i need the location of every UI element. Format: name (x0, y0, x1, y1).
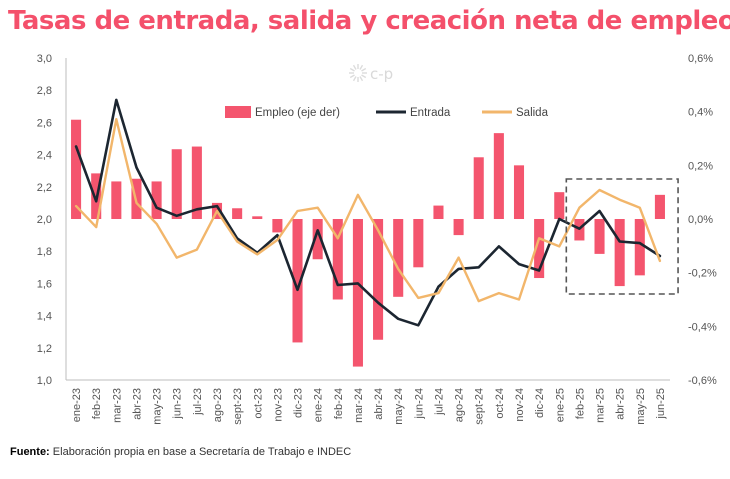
x-tick-label: sept-23 (232, 388, 244, 425)
bar-empleo (292, 219, 303, 343)
y-left-tick-label: 2,8 (37, 85, 52, 97)
x-tick-label: abr-23 (131, 388, 143, 420)
y-right-tick-label: 0,6% (688, 53, 713, 65)
y-left-tick-label: 1,4 (37, 311, 52, 323)
bar-empleo (433, 205, 444, 219)
y-left-tick-label: 2,2 (37, 182, 52, 194)
logo-ray (352, 76, 357, 82)
bar-empleo (594, 219, 605, 254)
logo-ray (349, 74, 355, 79)
x-tick-label: oct-24 (494, 388, 506, 419)
x-tick-label: oct-23 (252, 388, 264, 419)
x-tick-label: dic-24 (534, 388, 546, 418)
bar-empleo (373, 219, 384, 340)
x-tick-label: may-23 (152, 388, 164, 425)
legend-swatch-empleo (225, 106, 251, 118)
bar-empleo (232, 208, 243, 219)
logo-ray (352, 64, 357, 70)
x-tick-label: may-25 (635, 388, 647, 425)
logo-ray (361, 74, 367, 79)
bar-empleo (111, 181, 122, 219)
bar-empleo (634, 219, 645, 276)
x-tick-label: ago-23 (212, 388, 224, 422)
x-tick-label: sept-24 (474, 388, 486, 425)
x-tick-label: feb-23 (91, 388, 103, 419)
x-tick-label: ago-24 (454, 388, 466, 422)
bar-empleo (614, 219, 625, 287)
line-entrada (74, 98, 662, 327)
bar-empleo (352, 219, 363, 367)
y-right-tick-label: 0,4% (688, 107, 713, 119)
x-tick-label: jun-24 (413, 388, 425, 420)
x-tick-label: feb-25 (574, 388, 586, 419)
bar-empleo (654, 194, 665, 219)
source-text: Elaboración propia en base a Secretaría … (52, 446, 352, 458)
y-right-tick-label: -0,4% (688, 321, 717, 333)
legend-label-empleo: Empleo (eje der) (255, 107, 340, 119)
source-note: Fuente: Elaboración propia en base a Sec… (10, 446, 351, 458)
logo-ray (359, 76, 364, 82)
y-right-tick-label: 0,2% (688, 160, 713, 172)
highlight-box (565, 178, 679, 295)
x-tick-label: nov-24 (514, 388, 526, 422)
x-tick-label: jul-23 (192, 388, 204, 416)
y-left-tick-label: 1,2 (37, 343, 52, 355)
x-tick-label: ene-25 (554, 388, 566, 422)
bar-empleo (312, 219, 323, 260)
bar-empleo (534, 219, 545, 279)
line-salida (74, 117, 662, 303)
bar-empleo (151, 181, 162, 219)
bar-empleo (272, 219, 283, 233)
y-right-tick-label: -0,6% (688, 375, 717, 387)
x-tick-label: ene-24 (313, 388, 325, 422)
legend-label-salida: Salida (516, 107, 549, 119)
x-tick-label: feb-24 (333, 388, 345, 419)
y-right-tick-label: -0,2% (688, 268, 717, 280)
x-tick-label: abr-25 (615, 388, 627, 420)
x-tick-label: jun-23 (172, 388, 184, 420)
bar-empleo (171, 149, 182, 219)
bar-empleo (191, 146, 202, 219)
bar-empleo (493, 133, 504, 219)
bar-empleo (554, 192, 565, 219)
x-tick-label: abr-24 (373, 388, 385, 420)
bar-empleo (453, 219, 464, 236)
x-tick-label: may-24 (393, 388, 405, 425)
y-right-tick-label: 0,0% (688, 214, 713, 226)
y-left-tick-label: 1,6 (37, 278, 52, 290)
x-tick-label: nov-23 (272, 388, 284, 422)
x-tick-label: mar-24 (353, 388, 365, 423)
y-left-tick-label: 3,0 (37, 53, 52, 65)
chart-title: Tasas de entrada, salida y creación neta… (8, 6, 730, 36)
y-left-tick-label: 2,6 (37, 117, 52, 129)
bar-empleo (473, 157, 484, 219)
y-left-tick-label: 2,0 (37, 214, 52, 226)
bar-empleo (71, 119, 82, 219)
x-tick-label: ene-23 (71, 388, 83, 422)
bar-empleo (513, 165, 525, 219)
source-label: Fuente: (10, 446, 50, 458)
bar-empleo (413, 219, 424, 268)
logo-ray (361, 67, 367, 72)
logo-text: c-p (370, 65, 393, 83)
bar-empleo (393, 219, 404, 297)
x-tick-label: dic-23 (293, 388, 305, 418)
legend-label-entrada: Entrada (410, 107, 451, 119)
x-tick-label: mar-23 (111, 388, 123, 423)
y-left-tick-label: 2,4 (37, 150, 52, 162)
x-tick-label: mar-25 (595, 388, 607, 423)
bar-empleo (332, 219, 343, 300)
chart-area: 1,0 1,2 1,4 1,6 1,8 2,0 2,2 2,4 2,6 2,8 3,0 -0,6% -0… (37, 53, 717, 425)
logo-ray (359, 64, 364, 70)
bar-empleo (252, 216, 263, 219)
y-left-tick-label: 1,0 (37, 375, 52, 387)
logo-ray (349, 67, 355, 72)
x-tick-label: jun-25 (655, 388, 667, 420)
x-tick-label: jul-24 (433, 388, 445, 416)
y-left-tick-label: 1,8 (37, 246, 52, 258)
